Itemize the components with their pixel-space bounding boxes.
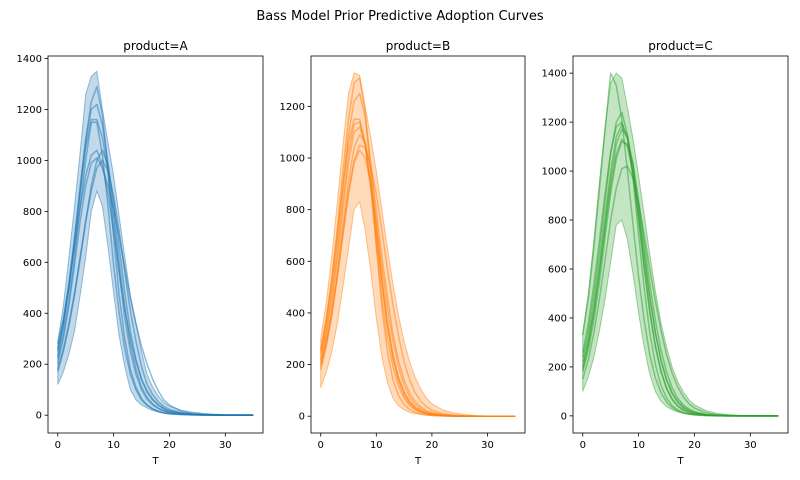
- y-tick-label: 200: [286, 360, 305, 371]
- axes-frame: [310, 55, 526, 434]
- axes-frame: [572, 55, 789, 434]
- y-tick-label: 1200: [542, 118, 567, 129]
- plot-area: [582, 72, 779, 417]
- x-axis-label: T: [414, 456, 422, 467]
- y-tick-label: 600: [548, 264, 567, 275]
- axes-frame: [47, 55, 264, 434]
- x-tick-label: 10: [370, 440, 383, 451]
- y-tick-label: 400: [548, 313, 567, 324]
- series-line-7: [582, 128, 779, 417]
- y-tick-label: 1200: [280, 102, 305, 113]
- series-line-7: [319, 92, 516, 417]
- y-tick-label: 800: [286, 205, 305, 216]
- figure-suptitle: Bass Model Prior Predictive Adoption Cur…: [256, 9, 543, 24]
- y-tick-label: 0: [561, 411, 567, 422]
- y-tick-label: 1000: [17, 156, 42, 167]
- x-tick-label: 30: [219, 440, 232, 451]
- x-tick-label: 0: [55, 440, 61, 451]
- y-tick-label: 600: [23, 258, 42, 269]
- y-tick-label: 400: [286, 308, 305, 319]
- subplot-1: 0 10 20 30 0 200 400 600 800 1000 1200 product=B T: [280, 39, 526, 467]
- x-tick-label: 20: [688, 440, 701, 451]
- x-tick-label: 30: [744, 440, 757, 451]
- subplot-grid: 0 10 20 300200400600800100012001400product=…: [17, 39, 789, 467]
- y-tick-label: 400: [23, 309, 42, 320]
- subplot-title: product=A: [123, 39, 188, 53]
- y-tick-label: 1400: [542, 69, 567, 80]
- y-tick-label: 0: [299, 412, 305, 423]
- y-tick-label: 200: [23, 360, 42, 371]
- x-axis-label: T: [676, 456, 684, 467]
- x-tick-label: 20: [163, 440, 176, 451]
- x-tick-label: 0: [580, 440, 586, 451]
- plot-area: [319, 72, 516, 417]
- x-tick-label: 10: [107, 440, 120, 451]
- y-tick-label: 200: [548, 362, 567, 373]
- series-line-7: [57, 103, 254, 416]
- x-tick-label: 0: [318, 440, 324, 451]
- subplot-title: product=C: [648, 39, 713, 53]
- subplot-0: 0 10 20 30 0 200 400 600 800 1000 1200 1400 product=…: [17, 39, 264, 467]
- x-tick-label: 20: [426, 440, 439, 451]
- subplot-2: 0 10 20 30 0 200 400 600 800 1000 1200 1400 product=…: [542, 39, 789, 467]
- y-tick-label: 1400: [17, 54, 42, 65]
- y-tick-label: 600: [286, 257, 305, 268]
- x-axis-label: T: [151, 456, 159, 467]
- x-tick-label: 30: [481, 440, 494, 451]
- plot-area: [57, 70, 254, 416]
- y-tick-label: 0: [36, 411, 42, 422]
- subplot-title: product=B: [386, 39, 450, 53]
- x-tick-label: 10: [632, 440, 645, 451]
- y-tick-label: 800: [548, 216, 567, 227]
- y-tick-label: 1000: [542, 167, 567, 178]
- y-tick-label: 800: [23, 207, 42, 218]
- y-tick-label: 1000: [280, 153, 305, 164]
- y-tick-label: 1200: [17, 105, 42, 116]
